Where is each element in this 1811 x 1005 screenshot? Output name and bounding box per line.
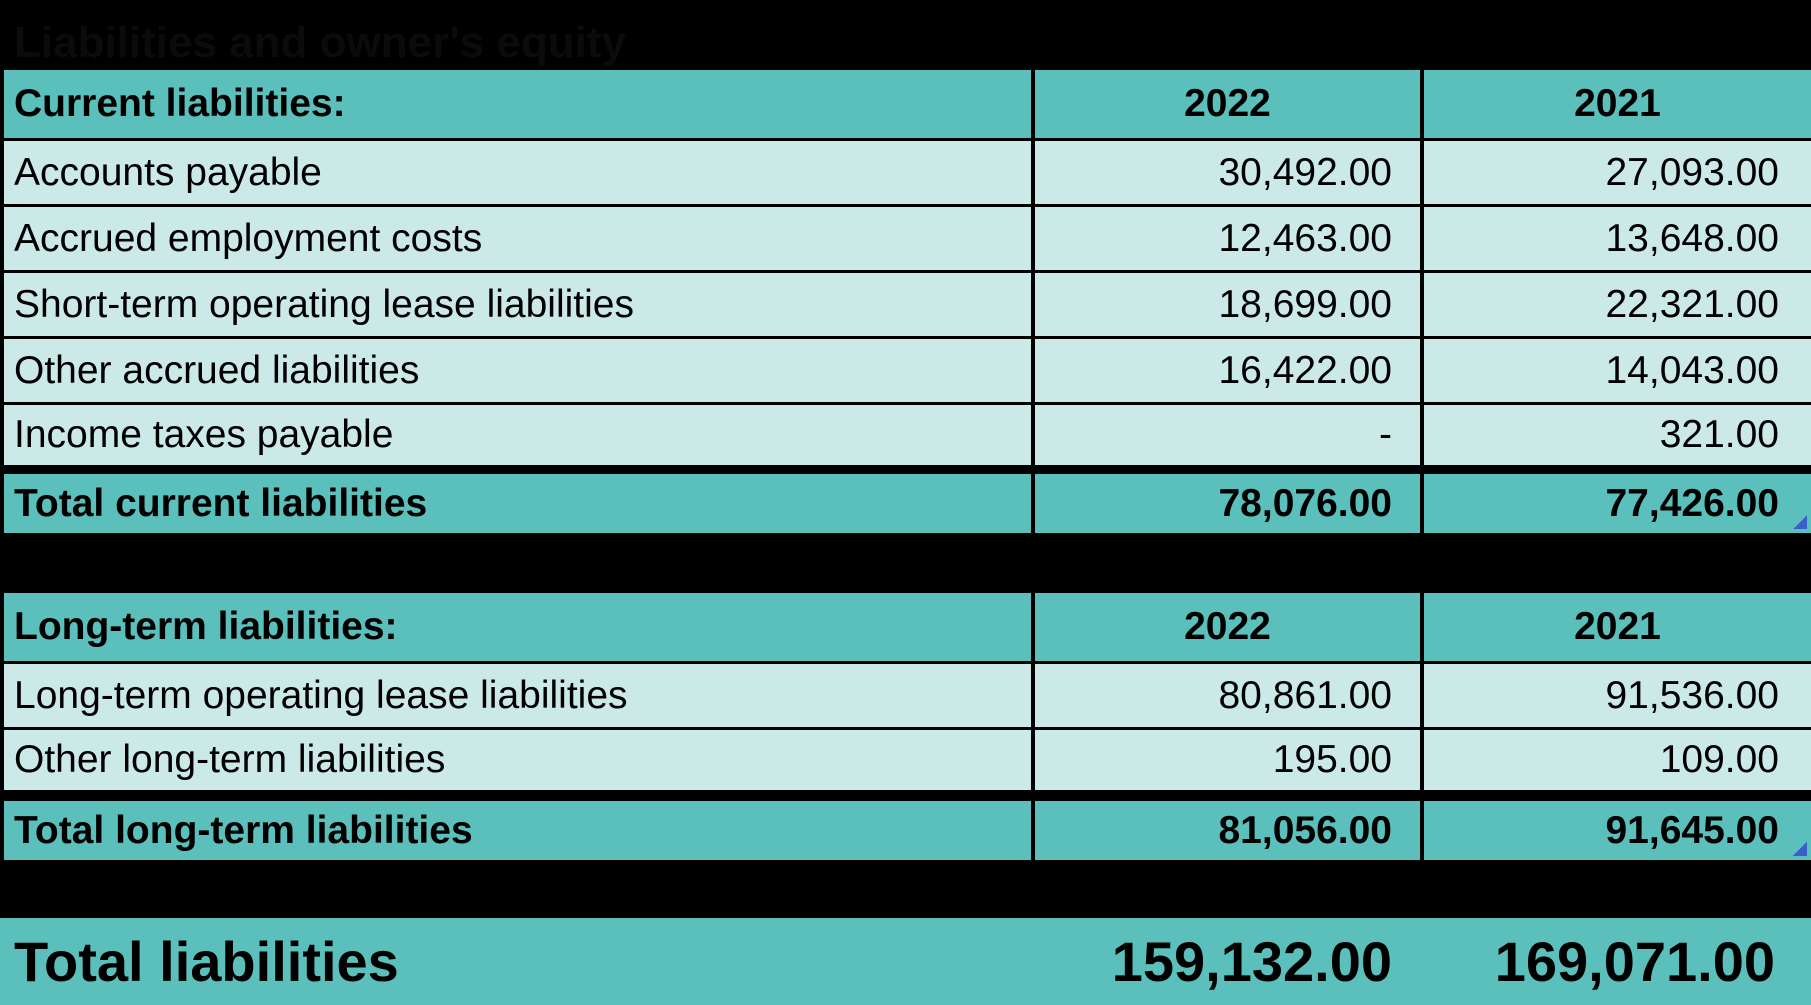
- total-label: Total current liabilities: [4, 474, 1031, 533]
- total-value-2021: 91,645.00: [1605, 808, 1779, 852]
- section-header-label: Current liabilities:: [4, 70, 1031, 138]
- row-label: Accounts payable: [4, 141, 1031, 204]
- total-value-2021: 77,426.00: [1605, 481, 1779, 525]
- total-value-2021-cell: 77,426.00: [1424, 474, 1811, 533]
- cell-corner-marker-icon: [1793, 842, 1807, 856]
- value-2021: 27,093.00: [1424, 141, 1811, 204]
- row-label: Short-term operating lease liabilities: [4, 273, 1031, 336]
- current-liabilities-header-row: Current liabilities: 2022 2021: [4, 70, 1811, 141]
- row-label: Long-term operating lease liabilities: [4, 664, 1031, 727]
- value-2022: -: [1035, 405, 1420, 465]
- value-2021: 109.00: [1424, 730, 1811, 790]
- total-long-term-liabilities-row: Total long-term liabilities 81,056.00 91…: [4, 801, 1811, 860]
- page-title: Liabilities and owner's equity: [14, 18, 626, 67]
- column-header-2022: 2022: [1035, 70, 1420, 138]
- table-row: Long-term operating lease liabilities 80…: [4, 664, 1811, 727]
- total-current-liabilities-row: Total current liabilities 78,076.00 77,4…: [4, 474, 1811, 533]
- total-liabilities-row: Total liabilities 159,132.00 169,071.00: [0, 918, 1811, 1005]
- section-header-label: Long-term liabilities:: [4, 593, 1031, 661]
- table-row: Income taxes payable - 321.00: [4, 405, 1811, 465]
- value-2021: 22,321.00: [1424, 273, 1811, 336]
- value-2021: 14,043.00: [1424, 339, 1811, 402]
- value-2022: 80,861.00: [1035, 664, 1420, 727]
- total-value-2021-cell: 91,645.00: [1424, 801, 1811, 860]
- value-2021: 321.00: [1424, 405, 1811, 465]
- table-row: Other accrued liabilities 16,422.00 14,0…: [4, 339, 1811, 402]
- value-2022: 30,492.00: [1035, 141, 1420, 204]
- value-2022: 18,699.00: [1035, 273, 1420, 336]
- table-row: Accounts payable 30,492.00 27,093.00: [4, 141, 1811, 204]
- grand-total-value-2022: 159,132.00: [1111, 930, 1392, 993]
- grand-total-value-2021: 169,071.00: [1494, 930, 1775, 993]
- table-row: Short-term operating lease liabilities 1…: [4, 273, 1811, 336]
- column-header-2021: 2021: [1424, 593, 1811, 661]
- row-label: Accrued employment costs: [4, 207, 1031, 270]
- total-value-2022: 78,076.00: [1035, 474, 1420, 533]
- long-term-liabilities-header-row: Long-term liabilities: 2022 2021: [4, 593, 1811, 664]
- row-label: Other accrued liabilities: [4, 339, 1031, 402]
- row-label: Income taxes payable: [4, 405, 1031, 465]
- column-header-2022: 2022: [1035, 593, 1420, 661]
- total-value-2022: 81,056.00: [1035, 801, 1420, 860]
- column-header-2021: 2021: [1424, 70, 1811, 138]
- value-2022: 12,463.00: [1035, 207, 1420, 270]
- table-row: Accrued employment costs 12,463.00 13,64…: [4, 207, 1811, 270]
- value-2022: 195.00: [1035, 730, 1420, 790]
- value-2021: 91,536.00: [1424, 664, 1811, 727]
- table-row: Other long-term liabilities 195.00 109.0…: [4, 730, 1811, 790]
- value-2022: 16,422.00: [1035, 339, 1420, 402]
- value-2021: 13,648.00: [1424, 207, 1811, 270]
- total-label: Total long-term liabilities: [4, 801, 1031, 860]
- cell-corner-marker-icon: [1793, 515, 1807, 529]
- row-label: Other long-term liabilities: [4, 730, 1031, 790]
- grand-total-label: Total liabilities: [14, 930, 399, 993]
